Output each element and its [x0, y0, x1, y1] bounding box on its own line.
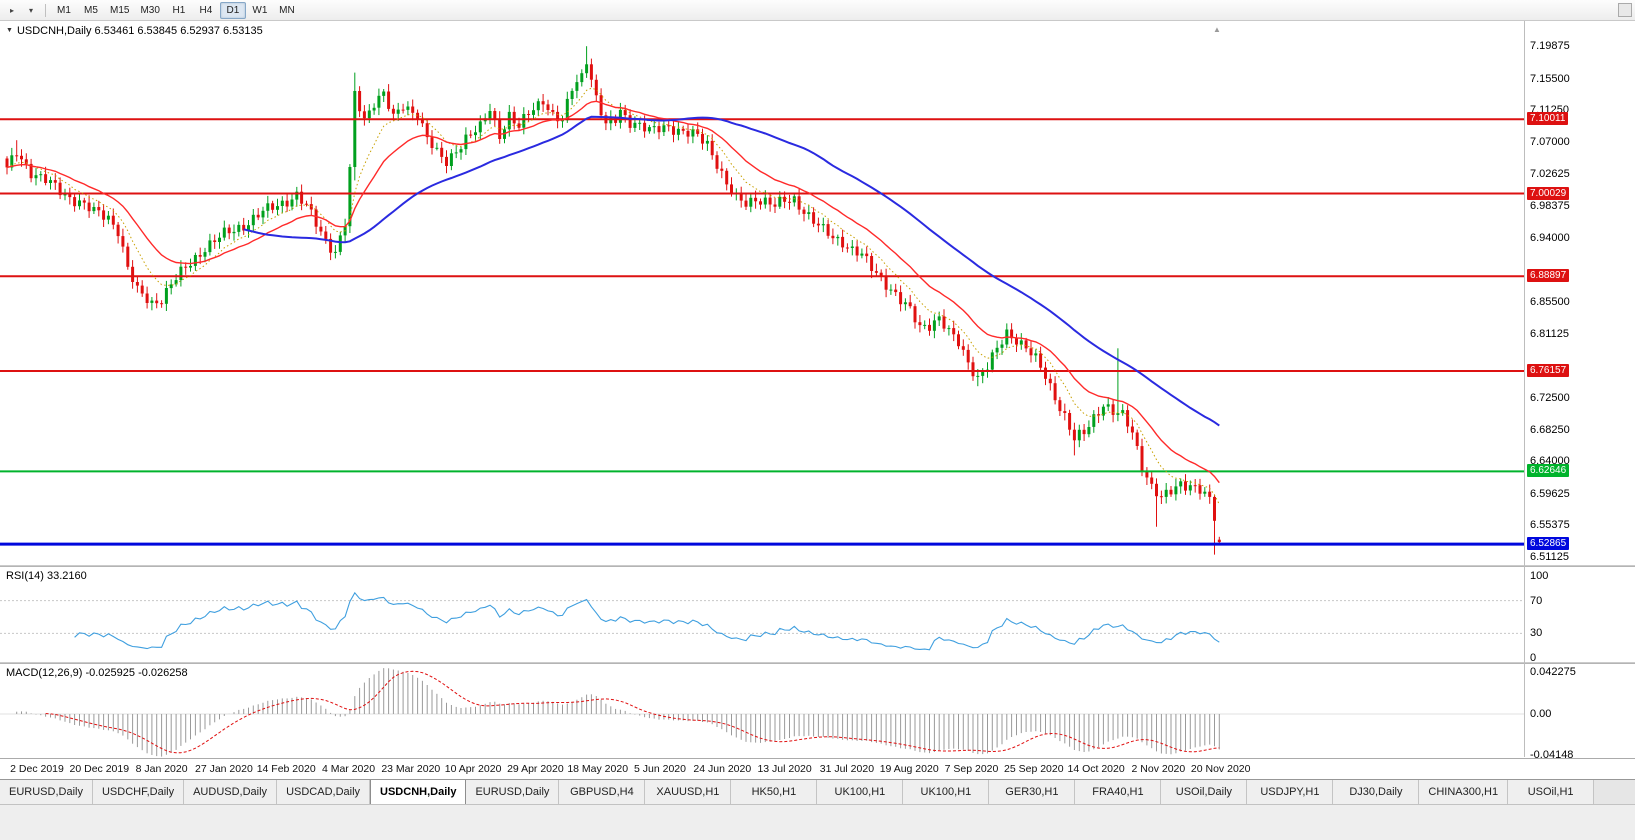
chart-shift-marker-icon[interactable]: ▲: [1213, 25, 1221, 34]
date-label: 13 Jul 2020: [757, 763, 812, 775]
chart-tab-fra40-h1[interactable]: FRA40,H1: [1075, 780, 1162, 804]
timeframe-button-m5[interactable]: M5: [84, 4, 98, 16]
chart-tab-eurusd-daily[interactable]: EURUSD,Daily: [466, 780, 560, 804]
date-label: 5 Jun 2020: [634, 763, 686, 775]
date-label: 2 Nov 2020: [1131, 763, 1186, 775]
candles[interactable]: [5, 46, 1221, 555]
timeframe-button-d1[interactable]: D1: [219, 1, 246, 19]
timeframe-button-m30[interactable]: M30: [140, 4, 160, 16]
chart-tab-dj30-daily[interactable]: DJ30,Daily: [1333, 780, 1420, 804]
toolbar-overflow-button[interactable]: [1618, 3, 1632, 17]
date-label: 29 Apr 2020: [507, 763, 564, 775]
ma-ema-9: [6, 87, 1220, 505]
ma-sma-50: [243, 115, 1220, 427]
chart-tab-audusd-daily[interactable]: AUDUSD,Daily: [184, 780, 278, 804]
date-label: 20 Nov 2020: [1190, 763, 1251, 775]
dropdown-icon[interactable]: ▾: [28, 5, 33, 15]
timeframe-button-m15[interactable]: M15: [110, 4, 130, 16]
macd-signal-line: [45, 670, 1220, 754]
ohlc-text: USDCNH,Daily 6.53461 6.53845 6.52937 6.5…: [16, 25, 263, 37]
chart-tab-usoil-h1[interactable]: USOil,H1: [1508, 780, 1595, 804]
chart-tab-usdcad-daily[interactable]: USDCAD,Daily: [277, 780, 371, 804]
chart-tab-usdchf-daily[interactable]: USDCHF,Daily: [92, 780, 185, 804]
chart-tab-china300-h1[interactable]: CHINA300,H1: [1419, 780, 1509, 804]
chart-tab-usoil-daily[interactable]: USOil,Daily: [1161, 780, 1248, 804]
chart-tab-usdjpy-h1[interactable]: USDJPY,H1: [1247, 780, 1334, 804]
timeframe-button-h4[interactable]: H4: [199, 4, 213, 16]
date-label: 14 Oct 2020: [1067, 763, 1125, 775]
timeframe-button-m1[interactable]: M1: [57, 4, 71, 16]
chart-tab-xauusd-h1[interactable]: XAUUSD,H1: [645, 780, 732, 804]
price-scale-separator: [1524, 21, 1525, 757]
chart-tab-uk100-h1[interactable]: UK100,H1: [817, 780, 904, 804]
status-bar: [0, 804, 1635, 840]
chart-tab-bar: EURUSD,Daily USDCHF,Daily AUDUSD,Daily USDC…: [0, 779, 1635, 804]
date-label: 8 Jan 2020: [135, 763, 188, 775]
date-label: 18 May 2020: [567, 763, 629, 775]
timeframe-buttons: M1 M5 M15 M30 H1 H4 D1 W1 MN: [51, 1, 300, 19]
panel-splitter-macd[interactable]: [0, 662, 1635, 664]
chart-tab-hk50-h1[interactable]: HK50,H1: [731, 780, 818, 804]
panel-splitter-rsi[interactable]: [0, 565, 1635, 567]
date-label: 25 Sep 2020: [1004, 763, 1064, 775]
date-label: 27 Jan 2020: [194, 763, 253, 775]
chart-ohlc-label: ▼ USDCNH,Daily 6.53461 6.53845 6.52937 6…: [6, 25, 263, 37]
timeframe-button-h1[interactable]: H1: [172, 4, 186, 16]
date-label: 10 Apr 2020: [444, 763, 502, 775]
toolbar-separator: [45, 3, 46, 17]
date-label: 14 Feb 2020: [256, 763, 316, 775]
rsi-label: RSI(14) 33.2160: [6, 570, 87, 582]
date-label: 20 Dec 2019: [69, 763, 130, 775]
date-axis: 2 Dec 2019 20 Dec 2019 8 Jan 2020 27 Jan 20…: [0, 758, 1635, 779]
ma-ema-20: [6, 100, 1220, 484]
date-label: 7 Sep 2020: [944, 763, 999, 775]
chart-expand-icon[interactable]: ▸: [9, 5, 14, 15]
chart-tab-ger30-h1[interactable]: GER30,H1: [989, 780, 1076, 804]
date-label: 2 Dec 2019: [10, 763, 64, 775]
main-price-chart[interactable]: [0, 21, 1635, 565]
timeframe-toolbar: ▸ ▾ M1 M5 M15 M30 H1 H4 D1 W1 MN: [0, 0, 1635, 21]
date-label: 19 Aug 2020: [879, 763, 939, 775]
collapse-arrow-icon[interactable]: ▼: [6, 27, 13, 34]
rsi-panel[interactable]: [0, 567, 1635, 662]
chart-tab-eurusd-daily[interactable]: EURUSD,Daily: [0, 780, 93, 804]
date-label: 23 Mar 2020: [381, 763, 441, 775]
chart-tab-uk100-h1[interactable]: UK100,H1: [903, 780, 990, 804]
date-label: 31 Jul 2020: [819, 763, 875, 775]
timeframe-button-w1[interactable]: W1: [252, 4, 268, 16]
macd-label: MACD(12,26,9) -0.025925 -0.026258: [6, 667, 188, 679]
macd-panel[interactable]: [0, 664, 1635, 757]
timeframe-button-mn[interactable]: MN: [279, 4, 295, 16]
macd-histogram: [16, 668, 1220, 757]
rsi-line: [74, 591, 1220, 651]
date-label: 4 Mar 2020: [321, 763, 376, 775]
chart-tab-usdcnh-daily[interactable]: USDCNH,Daily: [370, 780, 467, 804]
horizontal-price-lines[interactable]: [0, 118, 1524, 546]
chart-tab-gbpusd-h4[interactable]: GBPUSD,H4: [559, 780, 646, 804]
date-label: 24 Jun 2020: [693, 763, 752, 775]
